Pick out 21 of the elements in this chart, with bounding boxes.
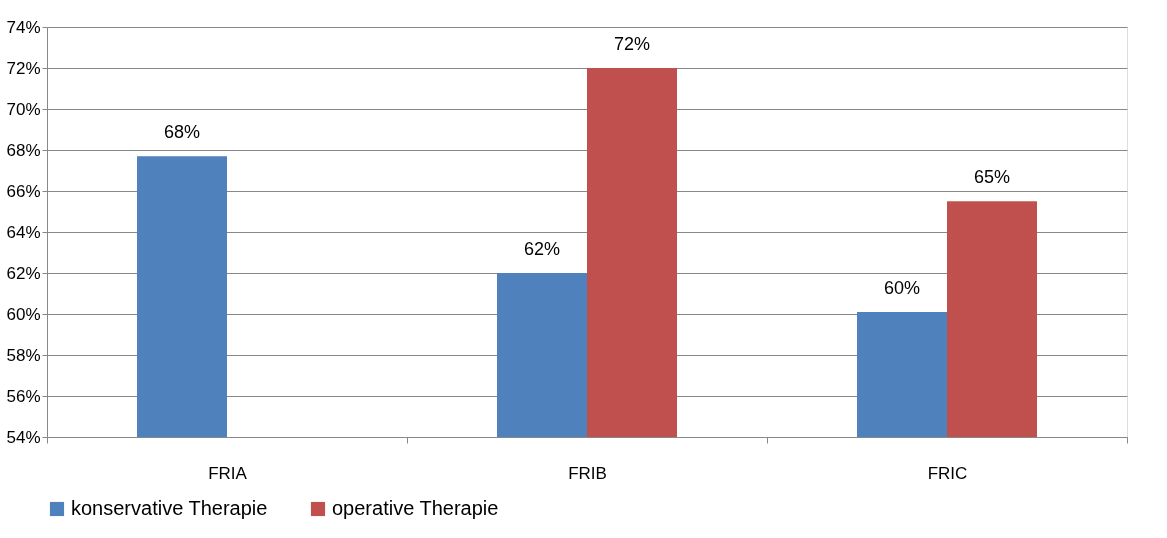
y-tick-label: 56% (6, 386, 41, 406)
y-tick-label: 72% (6, 58, 41, 78)
data-label: 72% (613, 34, 651, 54)
data-label: 65% (973, 167, 1011, 188)
y-tick-label: 60% (6, 304, 41, 324)
y-tick-label: 62% (6, 263, 41, 283)
y-tick-label: 70% (6, 99, 41, 119)
data-label: 62% (523, 239, 561, 259)
x-tick-label: FRIB (568, 463, 607, 483)
y-tick-label: 68% (6, 140, 41, 160)
legend-label: operative Therapie (332, 497, 499, 519)
data-label: 68% (163, 122, 201, 143)
y-tick-label: 58% (6, 345, 41, 365)
y-tick-label: 54% (6, 427, 41, 447)
y-tick-label: 74% (6, 17, 41, 37)
x-tick-label: FRIC (927, 463, 968, 483)
y-tick-label: 64% (6, 222, 41, 242)
data-label: 60% (883, 277, 921, 298)
y-tick-label: 66% (6, 181, 41, 201)
legend-label: konservative Therapie (71, 497, 268, 519)
x-tick-label: FRIA (208, 463, 248, 483)
